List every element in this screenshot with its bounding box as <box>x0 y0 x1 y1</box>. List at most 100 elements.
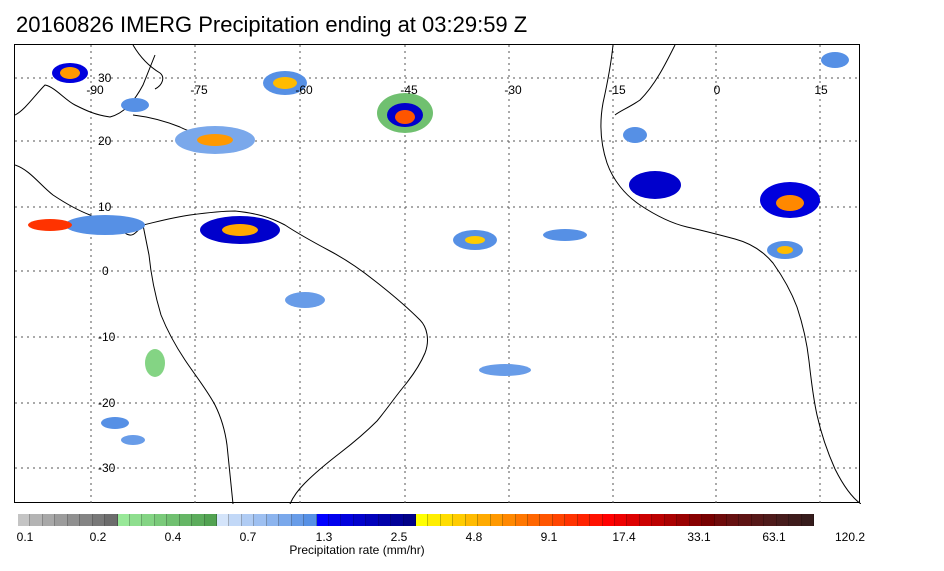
lat-label: 10 <box>98 200 112 214</box>
colorbar-swatch <box>515 514 528 526</box>
lat-label: -20 <box>98 396 116 410</box>
colorbar-swatch <box>590 514 603 526</box>
lon-label: 0 <box>714 83 721 97</box>
colorbar-swatch <box>416 514 429 526</box>
rain-cell <box>273 77 297 89</box>
colorbar-swatch <box>527 514 541 526</box>
colorbar-swatch <box>366 514 379 526</box>
colorbar-swatch <box>664 514 678 526</box>
colorbar-swatch <box>453 514 466 526</box>
colorbar-swatch <box>316 514 329 526</box>
rain-cell <box>629 171 681 199</box>
lat-label: -30 <box>98 461 116 475</box>
colorbar-swatch <box>726 514 740 526</box>
colorbar-swatch <box>241 514 255 526</box>
colorbar-swatch <box>378 514 392 526</box>
rain-cell <box>285 292 325 308</box>
rain-cell <box>465 236 485 244</box>
rain-cell <box>145 349 165 377</box>
colorbar-tick-label: 0.2 <box>89 530 107 544</box>
rain-cell <box>121 98 149 112</box>
colorbar-swatch <box>42 514 56 526</box>
rain-cell <box>479 364 531 376</box>
colorbar-swatch <box>204 514 217 526</box>
lat-label: -10 <box>98 330 116 344</box>
colorbar-swatch <box>341 514 354 526</box>
colorbar-swatch <box>440 514 454 526</box>
rain-cell <box>101 417 129 429</box>
colorbar-swatch <box>80 514 93 526</box>
colorbar-swatch <box>67 514 81 526</box>
colorbar-swatch <box>478 514 491 526</box>
lon-label: -75 <box>190 83 208 97</box>
colorbar-tick-label: 0.4 <box>164 530 182 544</box>
colorbar-swatch <box>167 514 180 526</box>
colorbar-swatch <box>279 514 292 526</box>
colorbar-tick-label: 9.1 <box>540 530 558 544</box>
colorbar-swatch <box>689 514 703 526</box>
rain-cell <box>777 246 793 254</box>
colorbar-swatch <box>503 514 516 526</box>
lon-label: 15 <box>814 83 828 97</box>
colorbar-tick-label: 1.3 <box>315 530 333 544</box>
colorbar-swatch <box>552 514 566 526</box>
coastlines <box>15 45 861 504</box>
rain-cell <box>776 195 804 211</box>
colorbar-swatch <box>142 514 155 526</box>
colorbar-tick-label: 120.2 <box>834 530 866 544</box>
colorbar-swatch <box>602 514 615 526</box>
colorbar-swatch <box>179 514 193 526</box>
rain-cell <box>543 229 587 241</box>
colorbar-swatch <box>129 514 143 526</box>
colorbar-swatch <box>117 514 130 526</box>
page-title: 20160826 IMERG Precipitation ending at 0… <box>16 12 528 37</box>
colorbar-swatch <box>353 514 367 526</box>
colorbar-swatch <box>751 514 765 526</box>
colorbar-tick-label: 2.5 <box>390 530 408 544</box>
lon-label: -15 <box>608 83 626 97</box>
lat-label: 30 <box>98 71 112 85</box>
colorbar-swatch <box>565 514 578 526</box>
map-canvas: -90 -75 -60 -45 -30 -15 0 15 30 20 10 0 … <box>15 45 861 504</box>
colorbar-swatch <box>254 514 267 526</box>
south-america-west-coast <box>142 224 234 504</box>
colorbar-tick-label: 0.1 <box>16 530 34 544</box>
rain-cell <box>821 52 849 68</box>
colorbar-swatch <box>391 514 404 526</box>
south-america-coast <box>142 210 428 504</box>
colorbar-swatch <box>217 514 230 526</box>
colorbar-swatch <box>577 514 591 526</box>
colorbar-swatch <box>229 514 242 526</box>
rain-cell <box>65 215 145 235</box>
lon-label: -60 <box>295 83 313 97</box>
colorbar-swatch <box>714 514 727 526</box>
lon-label: -45 <box>400 83 418 97</box>
colorbar-swatch <box>192 514 205 526</box>
colorbar-tick-label: 63.1 <box>762 530 786 544</box>
rain-cell <box>395 110 415 124</box>
precipitation-map: -90 -75 -60 -45 -30 -15 0 15 30 20 10 0 … <box>14 44 861 504</box>
colorbar-tick-label: 0.7 <box>239 530 257 544</box>
lon-label: -30 <box>504 83 522 97</box>
colorbar-swatch <box>154 514 168 526</box>
colorbar-tick-label: 4.8 <box>465 530 483 544</box>
colorbar-title: Precipitation rate (mm/hr) <box>289 543 425 557</box>
rain-cell <box>60 67 80 79</box>
colorbar-swatch <box>764 514 777 526</box>
lon-label: -90 <box>86 83 104 97</box>
colorbar-swatch <box>652 514 665 526</box>
lat-label: 20 <box>98 134 112 148</box>
rain-cell <box>222 224 258 236</box>
colorbar-swatch <box>702 514 715 526</box>
colorbar-swatch <box>105 514 118 526</box>
colorbar-swatch <box>739 514 752 526</box>
rain-cell <box>197 134 233 146</box>
colorbar-swatch <box>328 514 342 526</box>
colorbar-swatch <box>615 514 628 526</box>
colorbar-tick-label: 17.4 <box>612 530 636 544</box>
colorbar-swatch <box>627 514 640 526</box>
precipitation-field <box>28 52 849 445</box>
colorbar-swatch <box>677 514 690 526</box>
rain-cell <box>28 219 72 231</box>
colorbar-swatch <box>465 514 479 526</box>
